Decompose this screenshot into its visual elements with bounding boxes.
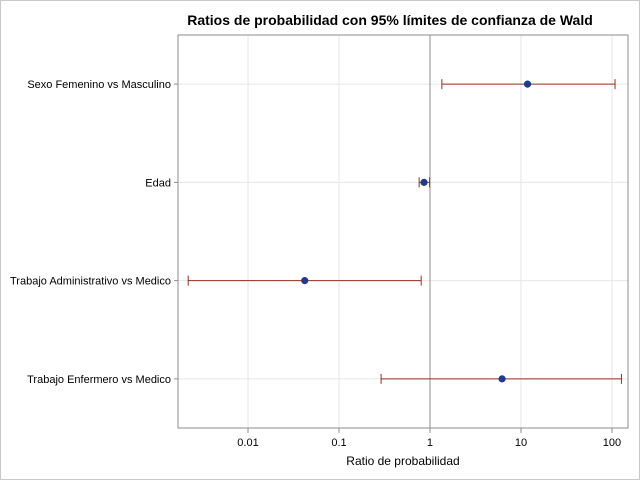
y-axis-categories: Sexo Femenino vs Masculino Edad Trabajo Ad… [10,79,178,386]
category-label: Sexo Femenino vs Masculino [27,79,171,91]
category-label: Trabajo Enfermero vs Medico [27,374,171,386]
category-label: Trabajo Administrativo vs Medico [10,276,171,288]
estimate-point [498,375,506,383]
estimate-point [523,80,532,88]
interval-layer [187,79,622,384]
estimate-point [420,178,428,186]
estimate-point [301,277,309,285]
plot-area-frame [177,34,629,429]
x-tick-label: 0.1 [331,437,346,449]
category-label: Edad [145,177,171,189]
point-layer [301,80,532,383]
x-tick-label: 1 [427,437,433,449]
grid-layer [178,35,628,428]
x-tick-label: 10 [515,437,527,449]
x-tick-label: 100 [603,437,621,449]
x-axis-ticks: 0.01 0.1 1 10 100 [237,428,621,449]
chart-title: Ratios de probabilidad con 95% límites d… [187,12,593,28]
x-axis-label: Ratio de probabilidad [346,454,459,468]
x-tick-label: 0.01 [237,437,258,449]
